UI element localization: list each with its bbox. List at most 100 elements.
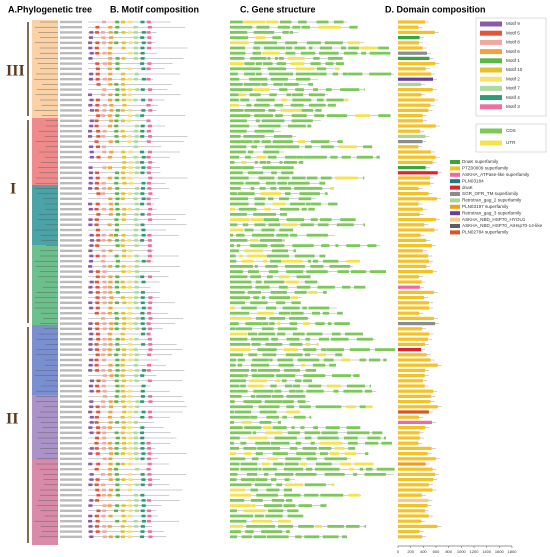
- exon: [255, 452, 263, 455]
- exon: [284, 478, 290, 481]
- exon: [287, 509, 299, 513]
- motif: [88, 129, 93, 133]
- exon: [253, 296, 260, 299]
- motif: [140, 223, 145, 227]
- motif: [95, 530, 100, 533]
- domain: [398, 524, 438, 528]
- exon: [262, 322, 269, 325]
- motif: [108, 447, 113, 450]
- exon: [331, 483, 335, 487]
- motif: [148, 161, 153, 164]
- motif: [89, 77, 94, 81]
- motif: [114, 223, 119, 227]
- motif: [140, 135, 145, 138]
- motif: [114, 83, 119, 86]
- exon: [230, 77, 240, 81]
- exon: [230, 421, 234, 424]
- exon: [341, 535, 347, 539]
- exon: [314, 114, 325, 117]
- domain: [398, 410, 429, 414]
- x-tick-label: 600: [433, 549, 440, 554]
- exon: [275, 379, 280, 383]
- exon: [286, 499, 290, 502]
- exon: [249, 379, 268, 383]
- motif: [120, 525, 125, 528]
- domain: [398, 77, 434, 81]
- exon: [240, 462, 258, 466]
- legend-swatch: [450, 204, 460, 209]
- domain: [398, 155, 436, 159]
- motif: [95, 254, 100, 258]
- motif: [121, 395, 126, 398]
- motif: [141, 384, 146, 388]
- exon: [287, 431, 300, 435]
- exon: [383, 436, 386, 440]
- exon: [244, 228, 254, 232]
- exon: [354, 462, 374, 466]
- motif: [134, 51, 139, 55]
- legend-swatch: [480, 58, 502, 64]
- legend-swatch: [480, 95, 502, 101]
- exon: [262, 51, 280, 55]
- gene-name: [60, 410, 82, 414]
- exon: [286, 93, 292, 97]
- exon: [308, 384, 322, 388]
- motif: [146, 441, 151, 445]
- exon: [313, 259, 319, 263]
- motif: [102, 51, 107, 55]
- exon: [230, 57, 245, 60]
- exon: [335, 244, 339, 247]
- exon: [333, 389, 339, 393]
- exon: [248, 384, 264, 388]
- domain: [398, 202, 419, 206]
- motif: [122, 207, 127, 211]
- motif: [140, 426, 145, 429]
- motif: [140, 192, 145, 195]
- motif: [120, 239, 125, 242]
- motif: [146, 332, 151, 336]
- legend-label: Motif 8: [506, 40, 520, 45]
- motif: [108, 25, 113, 29]
- motif: [134, 280, 139, 284]
- motif: [101, 259, 106, 263]
- exon: [284, 369, 300, 372]
- exon: [255, 317, 266, 320]
- motif: [102, 270, 107, 273]
- exon: [290, 233, 298, 237]
- exon: [254, 114, 274, 117]
- motif: [96, 337, 101, 341]
- exon: [271, 395, 284, 398]
- motif: [95, 301, 100, 305]
- gene-name: [60, 114, 82, 117]
- motif: [101, 400, 106, 403]
- motif: [134, 41, 139, 45]
- gene-name: [60, 26, 82, 29]
- exon: [348, 441, 358, 445]
- motif: [147, 499, 152, 502]
- motif: [102, 145, 107, 149]
- motif: [94, 187, 99, 190]
- exon: [274, 389, 282, 393]
- exon: [295, 535, 302, 539]
- motif: [141, 197, 146, 201]
- exon: [230, 473, 238, 476]
- motif: [135, 400, 140, 403]
- motif: [107, 311, 112, 315]
- exon: [266, 415, 279, 419]
- exon: [319, 46, 332, 50]
- motif: [102, 530, 107, 533]
- exon: [285, 280, 299, 284]
- exon: [254, 103, 270, 107]
- motif: [115, 259, 120, 263]
- exon: [284, 348, 298, 351]
- exon: [325, 426, 340, 429]
- exon: [230, 41, 249, 45]
- exon: [266, 535, 289, 539]
- legend-swatch: [450, 192, 460, 196]
- exon: [322, 535, 339, 539]
- domain: [398, 82, 421, 86]
- exon: [368, 358, 381, 362]
- motif: [120, 296, 125, 299]
- exon: [243, 447, 257, 450]
